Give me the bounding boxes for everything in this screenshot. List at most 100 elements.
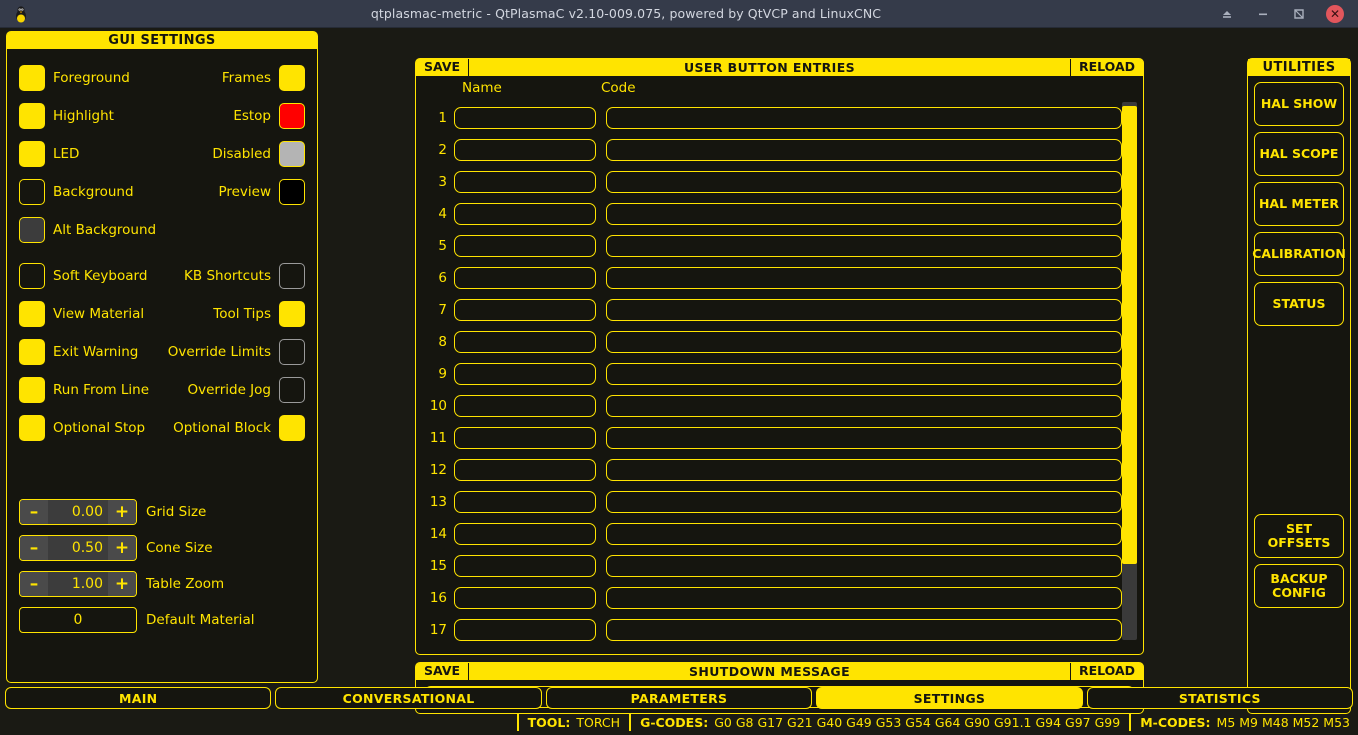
user-buttons-save-button[interactable]: SAVE [424,59,461,75]
utilities-bottom-buttons: SET OFFSETS BACKUP CONFIG [1248,514,1350,608]
swatch-optional-stop[interactable] [19,415,45,441]
spinner-cone-size[interactable]: –0.50 + [19,535,137,561]
spinner-decrement-button[interactable]: – [20,572,48,596]
user-button-name-input[interactable] [454,203,596,225]
user-button-row: 2 [416,134,1143,166]
swatch-frames[interactable] [279,65,305,91]
tab-settings[interactable]: SETTINGS [816,687,1083,709]
swatch-override-limits[interactable] [279,339,305,365]
setting-right-group: KB Shortcuts [184,263,305,289]
user-button-name-input[interactable] [454,619,596,641]
spinner-increment-button[interactable]: + [108,572,136,596]
spinner-value[interactable]: 0.50 [48,536,108,560]
user-button-name-input[interactable] [454,587,596,609]
utility-button-set-offsets[interactable]: SET OFFSETS [1254,514,1344,558]
swatch-override-jog[interactable] [279,377,305,403]
setting-right-group: Frames [222,65,305,91]
user-button-code-input[interactable] [606,363,1122,385]
user-button-name-input[interactable] [454,267,596,289]
spinner-value[interactable]: 1.00 [48,572,108,596]
spinner-table-zoom[interactable]: –1.00 + [19,571,137,597]
scrollbar-thumb[interactable] [1122,106,1137,564]
close-window-icon[interactable]: ✕ [1326,4,1344,23]
user-button-row: 17 [416,614,1143,642]
user-button-code-input[interactable] [606,267,1122,289]
swatch-foreground[interactable] [19,65,45,91]
user-button-code-input[interactable] [606,619,1122,641]
utilities-panel: UTILITIES HAL SHOW HAL SCOPE HAL METER CALI… [1247,58,1351,714]
user-button-name-input[interactable] [454,459,596,481]
user-button-code-input[interactable] [606,555,1122,577]
utility-button-hal-meter[interactable]: HAL METER [1254,182,1344,226]
user-button-code-input[interactable] [606,235,1122,257]
default-material-input[interactable]: 0 [19,607,137,633]
user-button-code-input[interactable] [606,203,1122,225]
utility-button-calibration[interactable]: CALIBRATION [1252,232,1346,276]
swatch-tool-tips[interactable] [279,301,305,327]
spinner-decrement-button[interactable]: – [20,536,48,560]
swatch-kb-shortcuts[interactable] [279,263,305,289]
user-button-code-input[interactable] [606,459,1122,481]
user-button-code-input[interactable] [606,107,1122,129]
user-button-code-input[interactable] [606,587,1122,609]
user-button-code-input[interactable] [606,331,1122,353]
user-button-code-input[interactable] [606,427,1122,449]
swatch-estop[interactable] [279,103,305,129]
user-button-name-input[interactable] [454,107,596,129]
swatch-soft-keyboard[interactable] [19,263,45,289]
user-buttons-reload-button[interactable]: RELOAD [1078,59,1135,75]
setting-left-group: Highlight [19,103,114,129]
swatch-background[interactable] [19,179,45,205]
swatch-led[interactable] [19,141,45,167]
user-button-code-input[interactable] [606,299,1122,321]
user-button-code-input[interactable] [606,139,1122,161]
utility-button-hal-scope[interactable]: HAL SCOPE [1254,132,1344,176]
swatch-view-material[interactable] [19,301,45,327]
user-button-name-input[interactable] [454,395,596,417]
maximize-window-icon[interactable] [1290,5,1308,23]
swatch-highlight[interactable] [19,103,45,129]
user-button-code-input[interactable] [606,395,1122,417]
minimize-window-icon[interactable] [1254,5,1272,23]
spinner-decrement-button[interactable]: – [20,500,48,524]
spinner-caption: Grid Size [146,504,207,520]
user-button-code-input[interactable] [606,491,1122,513]
tab-conversational[interactable]: CONVERSATIONAL [275,687,542,709]
shutdown-save-button[interactable]: SAVE [424,663,461,679]
swatch-disabled[interactable] [279,141,305,167]
user-button-name-input[interactable] [454,235,596,257]
utility-button-status[interactable]: STATUS [1254,282,1344,326]
user-button-code-input[interactable] [606,523,1122,545]
spinner-increment-button[interactable]: + [108,500,136,524]
swatch-preview[interactable] [279,179,305,205]
user-button-name-input[interactable] [454,555,596,577]
swatch-exit-warning[interactable] [19,339,45,365]
user-button-name-input[interactable] [454,139,596,161]
user-button-code-input[interactable] [606,171,1122,193]
spinner-increment-button[interactable]: + [108,536,136,560]
utility-button-hal-show[interactable]: HAL SHOW [1254,82,1344,126]
swatch-alt-background[interactable] [19,217,45,243]
user-button-name-input[interactable] [454,299,596,321]
user-button-name-input[interactable] [454,491,596,513]
workspace: GUI SETTINGS Foreground Frames Highlight Es… [0,28,1358,735]
spinner-value[interactable]: 0.00 [48,500,108,524]
label-foreground: Foreground [53,70,130,86]
tab-statistics[interactable]: STATISTICS [1086,687,1354,709]
user-button-name-input[interactable] [454,331,596,353]
shade-window-icon[interactable] [1218,5,1236,23]
swatch-optional-block[interactable] [279,415,305,441]
label-kb-shortcuts: KB Shortcuts [184,268,271,284]
utility-button-backup-config[interactable]: BACKUP CONFIG [1254,564,1344,608]
shutdown-reload-button[interactable]: RELOAD [1078,663,1135,679]
tab-main[interactable]: MAIN [5,687,272,709]
user-button-name-input[interactable] [454,363,596,385]
user-button-name-input[interactable] [454,523,596,545]
tab-parameters[interactable]: PARAMETERS [545,687,813,709]
user-button-index: 13 [429,494,447,510]
user-button-name-input[interactable] [454,427,596,449]
spinner-grid-size[interactable]: –0.00 + [19,499,137,525]
user-buttons-scrollbar[interactable] [1122,102,1137,640]
swatch-run-from-line[interactable] [19,377,45,403]
user-button-name-input[interactable] [454,171,596,193]
